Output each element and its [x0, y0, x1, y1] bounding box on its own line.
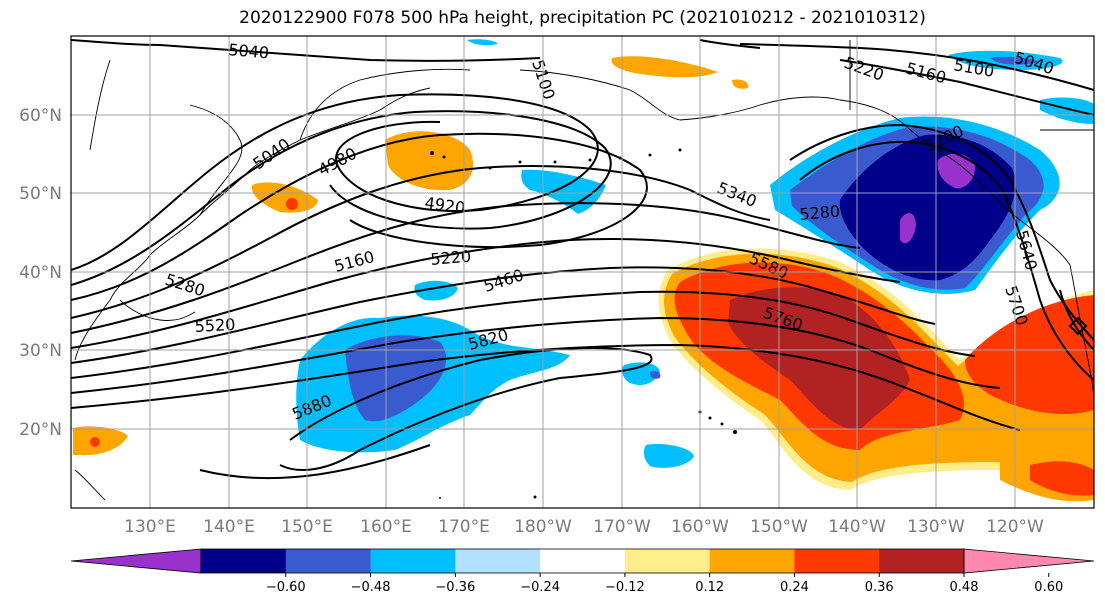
colorbar-cell	[455, 549, 541, 573]
lat-label: 40°N	[19, 263, 62, 283]
contour-label: 4980	[315, 144, 360, 180]
colorbar-cell	[370, 549, 456, 573]
contour-label: 5220	[430, 247, 472, 269]
negative-anomaly-region	[937, 153, 976, 189]
plot-title: 2020122900 F078 500 hPa height, precipit…	[239, 8, 926, 28]
negative-anomaly-region	[643, 444, 694, 468]
contour-label: 5520	[194, 315, 236, 336]
colorbar-cell	[794, 549, 880, 573]
colorbar-cell	[879, 549, 965, 573]
colorbar: −0.60 −0.48 −0.36 −0.24 −0.12 0.12 0.24 0.36 0.4…	[70, 548, 1095, 595]
positive-anomaly-region	[732, 79, 749, 89]
lon-label: 170°W	[593, 517, 651, 537]
colorbar-cell	[624, 549, 711, 573]
contour-label: 5460	[481, 265, 526, 296]
colorbar-tick-label: −0.12	[605, 580, 645, 595]
lon-label: 160°W	[671, 517, 729, 537]
colorbar-cell	[709, 549, 795, 573]
positive-anomaly-region	[90, 437, 100, 447]
lon-label: 130°E	[124, 517, 176, 537]
gridlines	[71, 36, 1094, 508]
marker-diamond	[1068, 316, 1088, 336]
lon-label: 120°W	[986, 517, 1044, 537]
negative-anomaly-region	[1040, 97, 1094, 124]
colorbar-frame	[200, 548, 965, 574]
contour-label: 5280	[799, 202, 841, 224]
contour-label: 5160	[904, 59, 948, 88]
lon-label: 160°E	[360, 517, 412, 537]
positive-anomaly-region	[965, 295, 1094, 415]
colorbar-tick-label: −0.36	[435, 580, 475, 595]
lon-label: 150°E	[281, 517, 333, 537]
shading-layer	[73, 39, 1094, 502]
negative-anomaly-region	[650, 371, 661, 379]
contour-label: 5220	[842, 53, 887, 85]
map-frame	[70, 35, 1095, 509]
height-contours	[71, 39, 1094, 480]
colorbar-cell	[540, 549, 626, 573]
contour-label: 5700	[1001, 283, 1032, 328]
colorbar-cell	[201, 549, 287, 573]
positive-anomaly-region	[611, 56, 718, 78]
lon-label: 140°E	[203, 517, 255, 537]
negative-anomaly-region	[621, 362, 660, 385]
negative-anomaly-region	[345, 335, 447, 422]
colorbar-tick-label: 0.60	[1034, 580, 1063, 595]
colorbar-tick-label: 0.48	[950, 580, 979, 595]
colorbar-tick-label: −0.60	[266, 580, 306, 595]
colorbar-extend-low	[70, 548, 202, 574]
colorbar-tick-label: 0.12	[695, 580, 724, 595]
positive-anomaly-region	[1030, 461, 1094, 496]
colorbar-tick-label: −0.48	[351, 580, 391, 595]
longitude-labels: 130°E 140°E 150°E 160°E 170°E 180°W 170°…	[124, 517, 1044, 537]
lon-label: 170°E	[438, 517, 490, 537]
contour-label: 4920	[423, 193, 466, 217]
positive-anomaly-region	[251, 182, 318, 213]
lat-label: 30°N	[19, 341, 62, 361]
contour-label: 5640	[1012, 228, 1041, 272]
positive-anomaly-region	[385, 131, 474, 191]
contour-label: 5280	[163, 270, 208, 301]
lon-label: 130°W	[907, 517, 965, 537]
contour-label: 5100	[528, 57, 559, 102]
positive-anomaly-region	[73, 426, 128, 456]
colorbar-tick-label: 0.36	[865, 580, 894, 595]
colorbar-tick-label: −0.24	[520, 580, 560, 595]
lat-label: 60°N	[19, 106, 62, 126]
colorbar-cell	[285, 549, 372, 573]
latitude-labels: 60°N 50°N 40°N 30°N 20°N	[19, 106, 62, 440]
colorbar-extend-high	[963, 548, 1095, 574]
contour-label: 5040	[249, 134, 293, 173]
contour-labels: 5040 5100 5220 5160 5100 5040 4980 5040 …	[163, 40, 1057, 424]
positive-anomaly-region	[728, 287, 910, 430]
contour-label: 5040	[228, 40, 270, 62]
negative-anomaly-region	[900, 213, 916, 244]
lon-label: 140°W	[828, 517, 886, 537]
lat-label: 20°N	[19, 420, 62, 440]
lon-label: 150°W	[750, 517, 808, 537]
colorbar-tick-label: 0.24	[780, 580, 809, 595]
lon-label: 180°W	[514, 517, 572, 537]
positive-anomaly-region	[286, 198, 298, 210]
negative-anomaly-region	[467, 39, 498, 46]
lat-label: 50°N	[19, 184, 62, 204]
